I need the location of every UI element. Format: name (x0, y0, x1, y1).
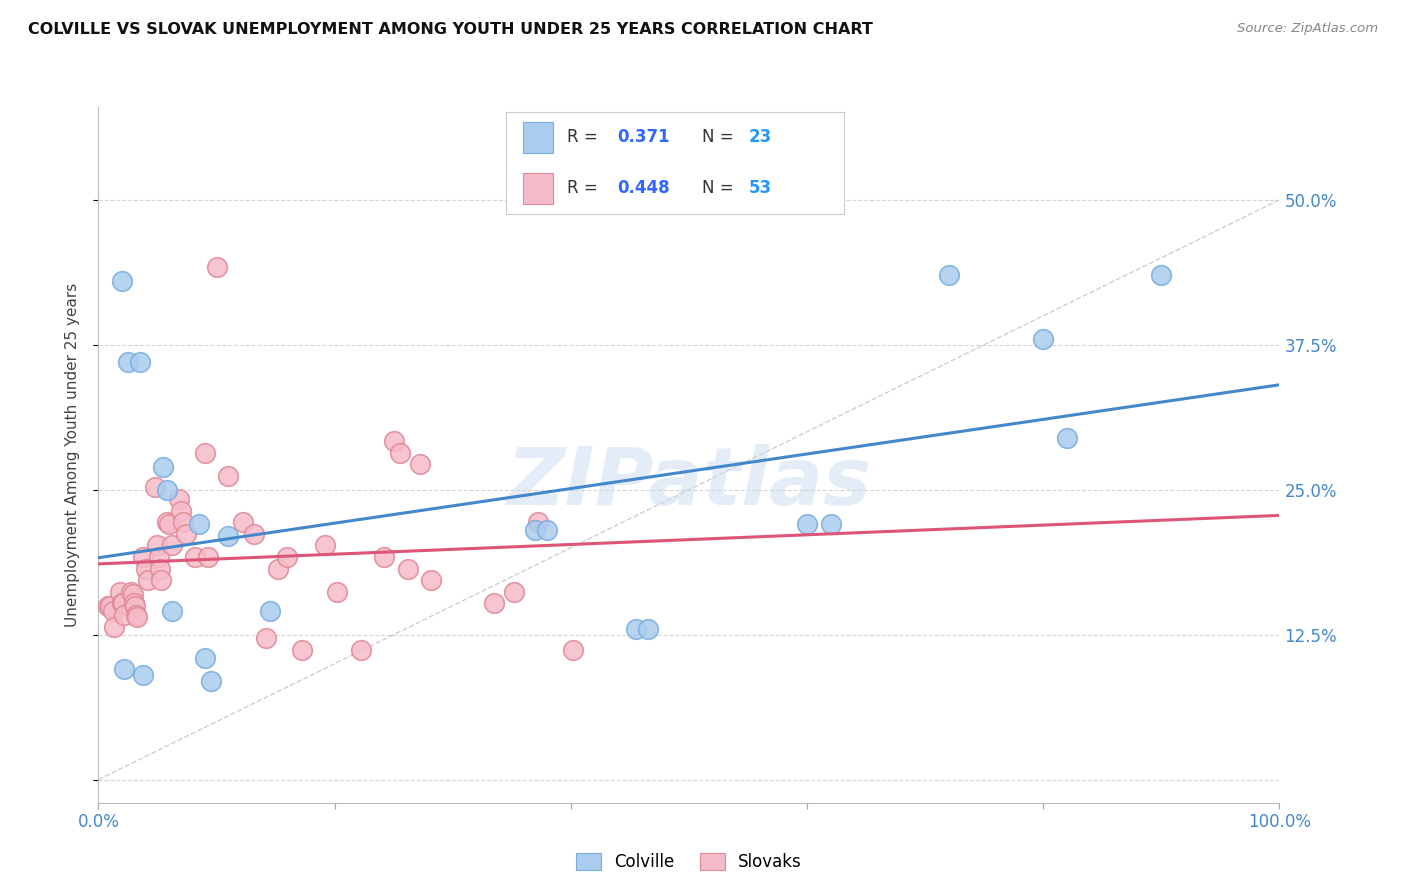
Point (197, 549, 219, 564)
Point (267, 561, 290, 575)
Point (101, 605, 124, 619)
Point (1056, 430, 1078, 444)
Point (205, 260, 228, 274)
Point (111, 596, 134, 610)
Point (143, 480, 166, 494)
Point (125, 607, 148, 622)
Y-axis label: Unemployment Among Youth under 25 years: Unemployment Among Youth under 25 years (65, 283, 80, 627)
Point (217, 529, 239, 543)
Text: R =: R = (567, 128, 603, 145)
Point (396, 561, 419, 575)
Point (157, 517, 180, 532)
Point (128, 355, 150, 369)
Point (174, 526, 197, 541)
Point (172, 515, 194, 529)
Point (349, 642, 371, 657)
Point (290, 642, 312, 657)
Point (637, 622, 659, 636)
Text: ZIPatlas: ZIPatlas (506, 443, 872, 522)
Point (200, 674, 222, 689)
Point (156, 483, 179, 497)
Text: R =: R = (567, 179, 603, 197)
Point (259, 605, 281, 619)
Point (194, 651, 217, 665)
Point (420, 573, 443, 587)
Point (121, 587, 143, 601)
Point (156, 515, 179, 529)
Point (373, 549, 395, 564)
Point (314, 538, 336, 552)
Point (149, 561, 172, 575)
Point (117, 355, 139, 369)
Point (276, 549, 298, 564)
FancyBboxPatch shape (523, 173, 554, 204)
Point (624, 622, 647, 636)
Point (111, 274, 134, 288)
Point (108, 584, 131, 599)
Point (112, 662, 135, 676)
Point (536, 523, 558, 537)
Point (127, 610, 149, 624)
Point (482, 596, 505, 610)
Point (503, 584, 526, 599)
Point (796, 517, 818, 532)
Point (938, 268, 960, 282)
Point (1150, 268, 1173, 282)
Point (135, 561, 157, 575)
Point (388, 445, 411, 459)
Text: N =: N = (702, 128, 738, 145)
Point (187, 517, 209, 532)
Point (524, 523, 547, 537)
Point (136, 573, 159, 587)
Point (122, 596, 145, 610)
FancyBboxPatch shape (523, 122, 554, 153)
Point (98, 599, 121, 613)
Text: 0.448: 0.448 (617, 179, 671, 197)
Text: Source: ZipAtlas.com: Source: ZipAtlas.com (1237, 22, 1378, 36)
Point (820, 517, 842, 532)
Point (194, 445, 217, 459)
Text: N =: N = (702, 179, 738, 197)
Point (160, 538, 183, 552)
Point (148, 549, 170, 564)
Point (382, 434, 405, 448)
Point (152, 459, 174, 474)
Point (124, 599, 146, 613)
Point (254, 631, 277, 645)
Legend: Colville, Slovaks: Colville, Slovaks (569, 847, 808, 878)
Point (112, 607, 135, 622)
Text: 23: 23 (749, 128, 772, 145)
Point (132, 549, 155, 564)
Point (231, 515, 253, 529)
Point (243, 526, 266, 541)
Point (217, 468, 239, 483)
Point (160, 605, 183, 619)
Point (121, 584, 143, 599)
Point (184, 549, 207, 564)
Point (562, 642, 585, 657)
Point (170, 503, 193, 517)
Text: 0.371: 0.371 (617, 128, 671, 145)
Point (112, 596, 135, 610)
Point (132, 668, 155, 682)
Point (103, 619, 125, 633)
Text: 53: 53 (749, 179, 772, 197)
Point (526, 515, 548, 529)
Point (146, 538, 169, 552)
Point (408, 457, 430, 471)
Point (150, 573, 173, 587)
Point (326, 584, 349, 599)
Point (167, 491, 190, 506)
Text: COLVILLE VS SLOVAK UNEMPLOYMENT AMONG YOUTH UNDER 25 YEARS CORRELATION CHART: COLVILLE VS SLOVAK UNEMPLOYMENT AMONG YO… (28, 22, 873, 37)
Point (97, 599, 120, 613)
Point (1032, 332, 1054, 346)
